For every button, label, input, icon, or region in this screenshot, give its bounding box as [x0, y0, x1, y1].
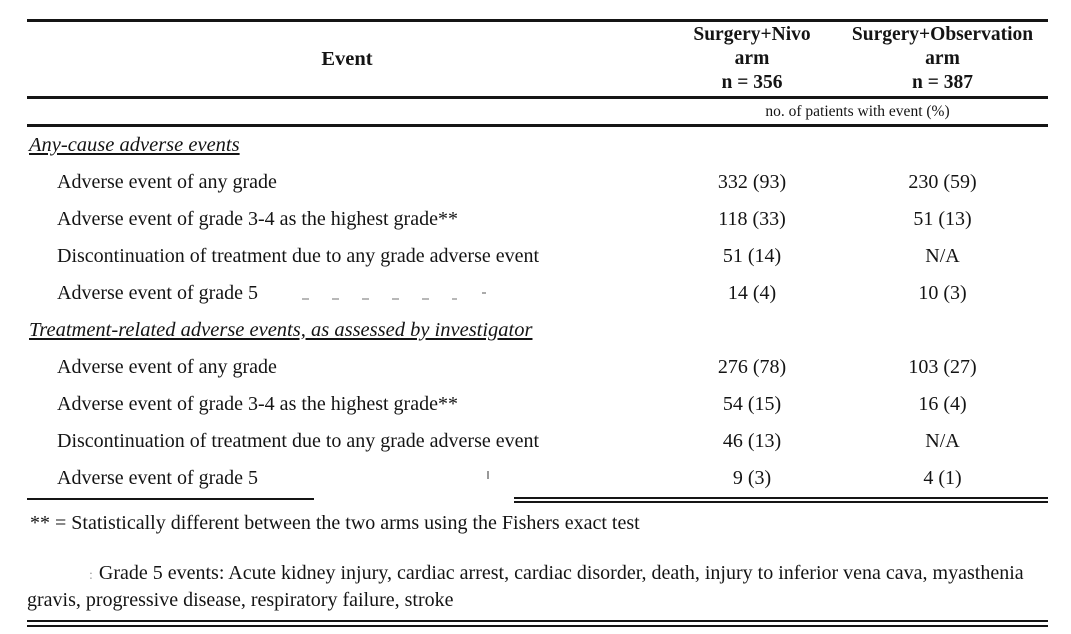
arm1-value: 46 (13)	[722, 429, 782, 452]
table-row: Discontinuation of treatment due to any …	[27, 423, 1048, 460]
erased-text-artifact	[487, 470, 489, 479]
erased-text-artifact	[482, 291, 486, 294]
erased-text-artifact	[302, 297, 457, 300]
arm1-value: 118 (33)	[718, 207, 786, 230]
section-title-treatment-related: Treatment-related adverse events, as ass…	[27, 312, 1048, 349]
arm2-value: 16 (4)	[918, 392, 967, 415]
row-label-text: Adverse event of grade 5	[57, 466, 259, 489]
table-row: Discontinuation of treatment due to any …	[27, 238, 1048, 275]
column-header-event: Event	[321, 47, 373, 70]
arm1-value: 51 (14)	[722, 244, 782, 267]
adverse-events-table: Event Surgery+Nivo arm n = 356 Surgery+O…	[27, 0, 1048, 627]
arm1-arm-label: arm	[734, 48, 770, 70]
row-label: Discontinuation of treatment due to any …	[57, 429, 540, 452]
row-label: Adverse event of grade 3-4 as the highes…	[57, 392, 458, 415]
row-label-text: Adverse event of grade 5	[57, 281, 259, 304]
table-row: Adverse event of grade 5 9 (3) 4 (1)	[27, 460, 1048, 497]
units-label: no. of patients with event (%)	[765, 102, 950, 120]
arm1-value: 54 (15)	[722, 392, 782, 415]
row-label: Adverse event of grade 5	[27, 282, 667, 305]
table-row: Adverse event of grade 3-4 as the highes…	[27, 201, 1048, 238]
page-bottom-double-rule	[27, 619, 1048, 627]
table-top-rule	[27, 19, 1048, 22]
bottom-rule-left-segment	[27, 497, 314, 500]
table-row: Adverse event of grade 3-4 as the highes…	[27, 386, 1048, 423]
table-row: Adverse event of grade 5 14 (4) 10 (3)	[27, 275, 1048, 312]
bottom-rule-right-segment	[514, 496, 1048, 503]
arm2-value: N/A	[925, 244, 960, 267]
row-label: Discontinuation of treatment due to any …	[57, 244, 540, 267]
arm1-value: 332 (93)	[717, 170, 787, 193]
column-header-surgery-observation: Surgery+Observation arm n = 387	[837, 23, 1048, 94]
arm2-value: N/A	[925, 429, 960, 452]
arm1-value: 14 (4)	[727, 281, 777, 304]
arm2-value: 4 (1)	[923, 466, 962, 489]
row-label: Adverse event of grade 3-4 as the highes…	[57, 207, 458, 230]
footnote-grade5: : Grade 5 events: Acute kidney injury, ca…	[27, 561, 1048, 613]
section-title-any-cause: Any-cause adverse events	[27, 127, 1048, 164]
arm1-n: n = 356	[721, 71, 783, 93]
arm2-name: Surgery+Observation	[851, 24, 1034, 46]
table-header-row: Event Surgery+Nivo arm n = 356 Surgery+O…	[27, 22, 1048, 96]
header-bottom-rule	[27, 96, 1048, 99]
row-label: Adverse event of any grade	[57, 170, 277, 193]
row-label: Adverse event of any grade	[57, 355, 277, 378]
table-body: Any-cause adverse events Adverse event o…	[27, 127, 1048, 497]
arm2-value: 51 (13)	[913, 207, 972, 230]
column-header-surgery-nivo: Surgery+Nivo arm n = 356	[667, 23, 837, 94]
row-label: Adverse event of grade 5	[27, 467, 667, 490]
arm1-name: Surgery+Nivo	[693, 24, 811, 46]
arm2-value: 103 (27)	[908, 355, 977, 378]
table-row: Adverse event of any grade 332 (93) 230 …	[27, 164, 1048, 201]
table-bottom-rule-broken	[27, 496, 1048, 503]
section-title-text: Any-cause adverse events	[29, 133, 240, 156]
erased-marker-artifact: :	[89, 567, 93, 583]
table-row: Adverse event of any grade 276 (78) 103 …	[27, 349, 1048, 386]
footnote-grade5-text: Grade 5 events: Acute kidney injury, car…	[27, 561, 1024, 612]
arm2-value: 230 (59)	[908, 170, 977, 193]
units-row: no. of patients with event (%)	[27, 99, 1048, 124]
arm1-value: 9 (3)	[732, 466, 772, 489]
arm2-value: 10 (3)	[918, 281, 967, 304]
arm2-arm-label: arm	[925, 48, 960, 70]
arm2-n: n = 387	[912, 71, 973, 93]
arm1-value: 276 (78)	[717, 355, 787, 378]
footnote-statistical: ** = Statistically different between the…	[30, 511, 640, 534]
section-title-text: Treatment-related adverse events, as ass…	[29, 318, 533, 341]
units-bottom-rule	[27, 124, 1048, 127]
